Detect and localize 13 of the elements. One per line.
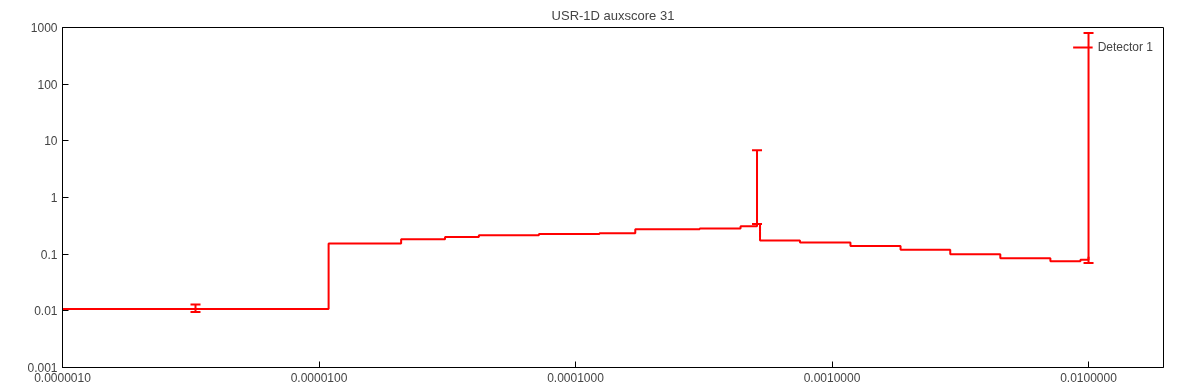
y-tick-label: 1000 <box>30 21 58 35</box>
y-tick-label: 10 <box>44 134 58 149</box>
x-tick-label: 0.0100000 <box>1060 370 1118 384</box>
x-tick-label: 0.0001000 <box>547 370 605 384</box>
y-tick-label: 0.01 <box>34 304 58 319</box>
x-tick-label: 0.0000100 <box>290 370 348 384</box>
y-tick-label: 100 <box>37 77 58 92</box>
chart-title: USR-1D auxscore 31 <box>551 7 675 23</box>
y-tick-label: 0.1 <box>40 247 58 262</box>
x-tick-label: 0.0010000 <box>803 370 861 384</box>
y-tick-label: 1 <box>50 191 58 205</box>
y-tick-label: 0.001 <box>27 361 58 375</box>
legend-label: Detector 1 <box>1097 40 1153 54</box>
